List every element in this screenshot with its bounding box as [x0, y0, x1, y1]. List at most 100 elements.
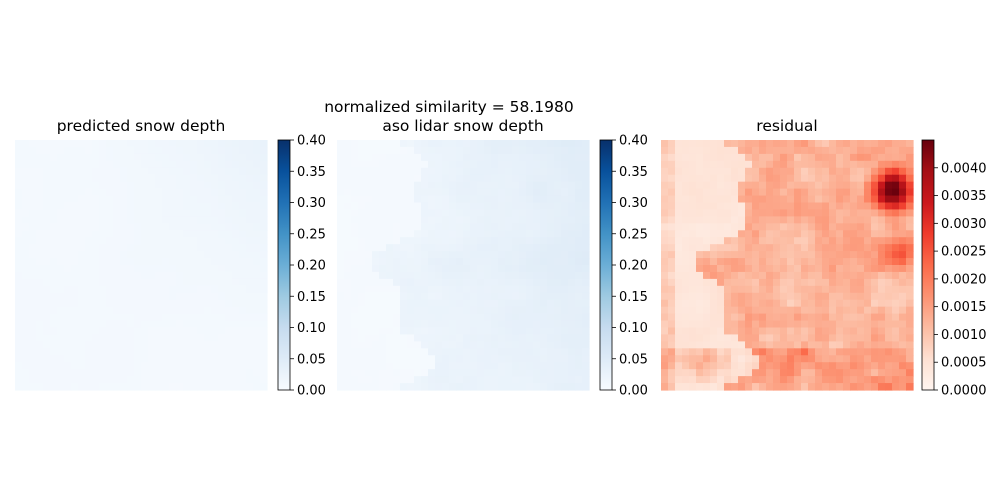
heatmap-cell: [808, 174, 816, 183]
heatmap-cell: [575, 383, 583, 391]
heatmap-cell: [752, 265, 760, 273]
heatmap-cell: [358, 181, 366, 190]
heatmap-cell: [197, 313, 205, 322]
heatmap-cell: [738, 292, 746, 301]
heatmap-cell: [120, 362, 128, 370]
heatmap-cell: [822, 271, 830, 280]
heatmap-cell: [519, 383, 527, 391]
heatmap-cell: [675, 383, 683, 391]
heatmap-cell: [724, 306, 732, 315]
heatmap-cell: [435, 202, 443, 211]
heatmap-cell: [141, 160, 149, 169]
heatmap-cell: [470, 292, 478, 301]
heatmap-cell: [745, 223, 753, 231]
heatmap-cell: [148, 285, 156, 294]
heatmap-cell: [393, 202, 401, 211]
heatmap-cell: [351, 140, 359, 148]
heatmap-cell: [498, 181, 506, 190]
heatmap-cell: [675, 376, 683, 384]
heatmap-cell: [808, 383, 816, 391]
heatmap-cell: [689, 341, 697, 349]
heatmap-cell: [113, 278, 121, 287]
heatmap-cell: [815, 265, 823, 273]
heatmap-cell: [731, 174, 739, 183]
heatmap-cell: [554, 271, 562, 280]
heatmap-cell: [400, 146, 408, 155]
heatmap-cell: [43, 334, 51, 342]
heatmap-cell: [498, 188, 506, 197]
heatmap-cell: [99, 223, 107, 231]
heatmap-cell: [239, 230, 247, 238]
heatmap-cell: [204, 216, 212, 224]
heatmap-cell: [710, 383, 718, 391]
heatmap-cell: [225, 271, 233, 280]
heatmap-cell: [365, 376, 373, 384]
heatmap-cell: [183, 209, 191, 217]
heatmap-cell: [477, 278, 485, 287]
heatmap-cell: [78, 376, 86, 384]
heatmap-cell: [106, 348, 114, 356]
heatmap-cell: [435, 334, 443, 342]
heatmap-cell: [407, 244, 415, 252]
heatmap-cell: [141, 153, 149, 162]
heatmap-cell: [183, 258, 191, 266]
heatmap-cell: [421, 348, 429, 356]
heatmap-cell: [731, 223, 739, 231]
heatmap-cell: [878, 188, 886, 197]
heatmap-cell: [225, 202, 233, 211]
heatmap-cell: [232, 320, 240, 329]
heatmap-cell: [197, 271, 205, 280]
heatmap-cell: [703, 209, 711, 217]
heatmap-cell: [57, 188, 65, 197]
heatmap-cell: [871, 292, 879, 301]
heatmap-cell: [169, 237, 177, 245]
heatmap-cell: [190, 230, 198, 238]
heatmap-cell: [512, 278, 520, 287]
heatmap-cell: [113, 195, 121, 204]
heatmap-cell: [773, 355, 781, 363]
heatmap-cell: [689, 292, 697, 301]
heatmap-cell: [64, 167, 72, 176]
heatmap-cell: [260, 376, 268, 384]
heatmap-cell: [344, 369, 352, 377]
heatmap-cell: [344, 376, 352, 384]
heatmap-cell: [197, 327, 205, 336]
heatmap-cell: [787, 362, 795, 370]
heatmap-cell: [232, 188, 240, 197]
heatmap-cell: [575, 320, 583, 329]
heatmap-cell: [358, 362, 366, 370]
heatmap-cell: [822, 306, 830, 315]
heatmap-cell: [379, 223, 387, 231]
heatmap-cell: [449, 327, 457, 336]
heatmap-cell: [512, 167, 520, 176]
heatmap-cell: [421, 153, 429, 162]
heatmap-cell: [892, 216, 900, 224]
heatmap-cell: [148, 383, 156, 391]
colorbar-tick-label: 0.0000: [941, 384, 987, 399]
heatmap-cell: [710, 223, 718, 231]
heatmap-cell: [414, 271, 422, 280]
heatmap-cell: [561, 195, 569, 204]
heatmap-cell: [456, 223, 464, 231]
heatmap-cell: [661, 181, 669, 190]
heatmap-cell: [850, 258, 858, 266]
heatmap-cell: [169, 174, 177, 183]
heatmap-cell: [892, 195, 900, 204]
heatmap-cell: [857, 348, 865, 356]
heatmap-cell: [787, 292, 795, 301]
heatmap-cell: [787, 278, 795, 287]
heatmap-cell: [808, 348, 816, 356]
heatmap-cell: [29, 202, 37, 211]
heatmap-cell: [15, 369, 23, 377]
heatmap-cell: [794, 292, 802, 301]
heatmap-cell: [899, 327, 907, 336]
heatmap-cell: [134, 292, 142, 301]
heatmap-cell: [15, 306, 23, 315]
heatmap-cell: [449, 362, 457, 370]
heatmap-cell: [99, 348, 107, 356]
heatmap-cell: [752, 146, 760, 155]
heatmap-cell: [169, 195, 177, 204]
heatmap-cell: [64, 306, 72, 315]
heatmap-cell: [414, 265, 422, 273]
heatmap-cell: [232, 223, 240, 231]
